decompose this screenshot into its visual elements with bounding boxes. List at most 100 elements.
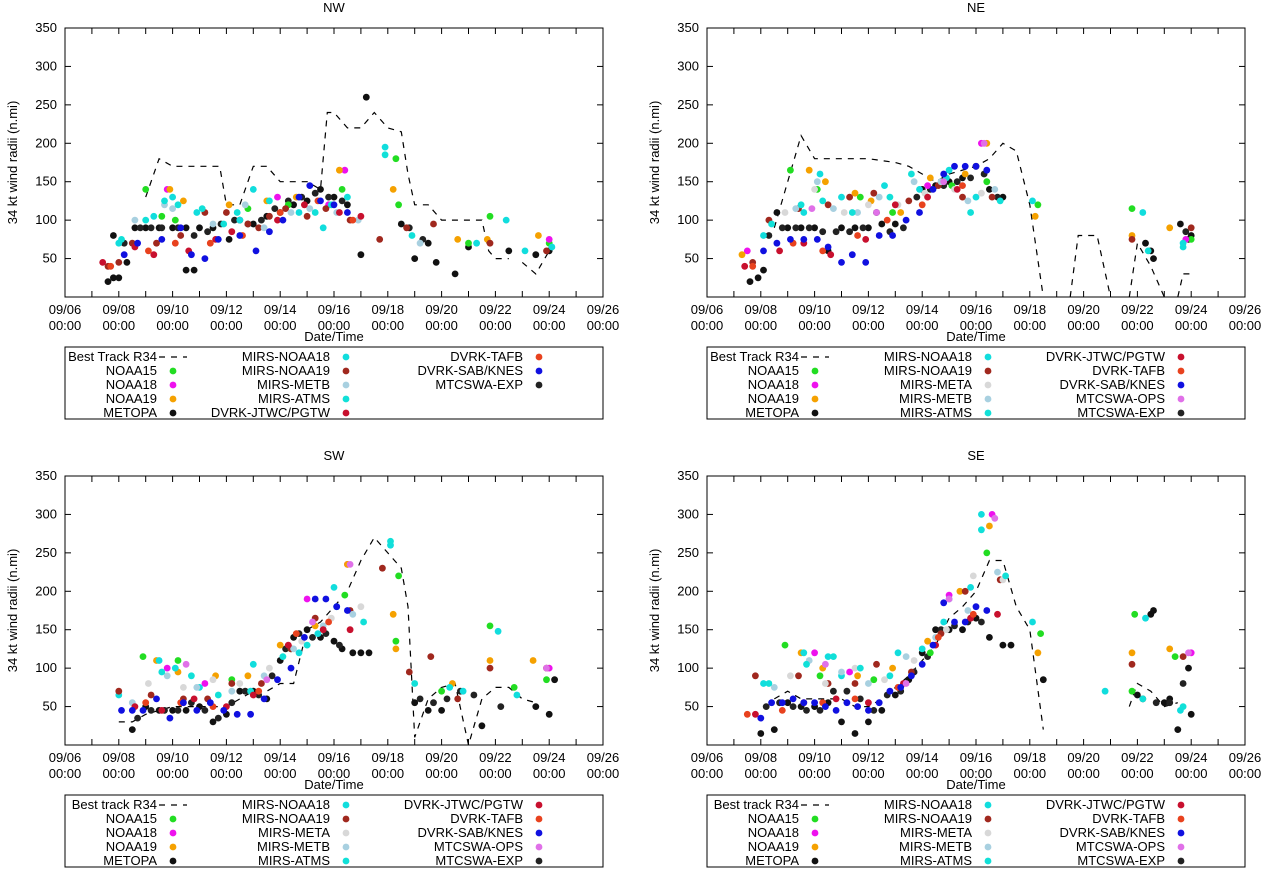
data-point-mirs-atms [446, 684, 454, 691]
x-tick-label-date: 09/26 [587, 302, 620, 317]
data-point-mirs-noaa18 [881, 182, 888, 190]
plot-area [738, 134, 1195, 297]
x-tick-label-time: 00:00 [210, 766, 243, 781]
legend-sample-dot [342, 395, 350, 403]
data-point-noaa19 [961, 170, 969, 178]
data-point-noaa15 [395, 201, 402, 209]
data-point-mirs-noaa19 [403, 224, 410, 232]
legend-sample-dot [535, 801, 543, 809]
data-point-mirs-noaa18 [945, 166, 953, 174]
x-tick-label-time: 00:00 [49, 318, 82, 333]
data-point-dvrk-sab-knes [247, 710, 255, 718]
data-point-mirs-atms [1139, 695, 1147, 703]
data-point-mtcswa-exp [913, 193, 921, 201]
x-tick-label-date: 09/24 [1175, 302, 1208, 317]
data-point-dvrk-sab-knes [260, 695, 268, 703]
plot-area [115, 536, 558, 745]
legend-label: MIRS-NOAA18 [884, 349, 972, 364]
data-point-mirs-noaa18 [494, 627, 502, 635]
data-point-metopa [999, 641, 1007, 649]
x-tick-label-time: 00:00 [318, 766, 351, 781]
data-point-mtcswa-exp [228, 699, 236, 707]
data-point-dvrk-sab-knes [252, 247, 260, 255]
legend-label: DVRK-SAB/KNES [1060, 377, 1166, 392]
legend-label: METOPA [745, 853, 799, 868]
data-point-metopa [505, 247, 513, 255]
x-tick-label-time: 00:00 [372, 318, 405, 333]
data-point-dvrk-sab-knes [233, 710, 241, 718]
data-point-dvrk-sab-knes [322, 595, 330, 603]
data-point-noaa15 [392, 637, 400, 645]
legend-label: NOAA19 [106, 839, 157, 854]
x-tick-label-time: 00:00 [1014, 766, 1047, 781]
data-point-metopa [478, 722, 486, 730]
data-point-metopa [249, 220, 257, 228]
legend-label: NOAA15 [106, 811, 157, 826]
data-point-noaa15 [1034, 201, 1042, 209]
data-point-mirs-metb [169, 205, 177, 213]
data-point-noaa19 [926, 174, 934, 182]
data-point-metopa [424, 707, 432, 714]
data-point-dvrk-sab-knes [139, 707, 147, 714]
data-point-metopa [811, 224, 818, 232]
y-tick-label: 50 [685, 251, 699, 266]
data-point-mirs-metb [910, 178, 918, 186]
data-point-mtcswa-ops [873, 209, 880, 216]
data-point-metopa [225, 236, 233, 243]
data-point-noaa15 [889, 209, 896, 216]
data-point-metopa [411, 255, 419, 262]
data-point-metopa [1007, 641, 1015, 649]
x-tick-label-time: 00:00 [533, 766, 566, 781]
legend-label: MTCSWA-OPS [1076, 839, 1165, 854]
legend-label: MIRS-NOAA19 [884, 363, 972, 378]
best-track-line [774, 559, 1044, 730]
legend-label: MTCSWA-OPS [434, 839, 523, 854]
data-point-dvrk-tafb [325, 618, 332, 626]
legend-sample-dot [811, 395, 819, 403]
legend-sample-dot [811, 843, 819, 851]
legend-sample-dot [342, 829, 350, 837]
data-point-mirs-metb [349, 610, 357, 618]
data-point-noaa15 [395, 572, 402, 580]
data-point-dvrk-sab-knes [773, 239, 781, 247]
data-point-metopa [182, 707, 190, 714]
legend-label: METOPA [103, 853, 157, 868]
data-point-mirs-atms [381, 151, 389, 159]
data-point-mirs-noaa18 [169, 193, 177, 201]
data-point-mirs-meta [266, 664, 273, 672]
data-point-mtcswa-exp [870, 707, 878, 714]
data-point-mirs-noaa18 [824, 653, 832, 660]
data-point-dvrk-sab-knes [201, 255, 209, 262]
data-point-mtcswa-ops [822, 660, 829, 668]
x-tick-label-date: 09/26 [587, 750, 620, 765]
data-point-mirs-meta [978, 189, 985, 197]
legend-label: NOAA19 [748, 391, 799, 406]
data-point-noaa18 [201, 680, 209, 687]
data-point-mirs-atms [344, 193, 351, 201]
data-point-noaa19 [392, 645, 400, 653]
plot-area [99, 93, 556, 285]
data-point-noaa15 [926, 649, 934, 657]
x-tick-label-date: 09/12 [852, 302, 885, 317]
legend-sample-dot [169, 857, 177, 865]
data-point-metopa [891, 220, 899, 228]
legend-label: METOPA [745, 405, 799, 420]
data-point-noaa15 [392, 155, 400, 163]
data-point-mirs-atms [198, 205, 206, 213]
data-point-mirs-metb [287, 209, 295, 216]
x-tick-label-time: 00:00 [745, 766, 778, 781]
data-point-noaa19 [180, 197, 187, 205]
data-point-mirs-metb [792, 205, 800, 213]
chart-title: NE [967, 0, 985, 15]
data-point-mirs-noaa18 [894, 649, 902, 657]
data-point-mtcswa-ops [1185, 649, 1192, 657]
data-point-metopa [784, 699, 792, 707]
data-point-dvrk-jtwc-pgtw [319, 626, 327, 634]
data-point-mtcswa-exp [832, 228, 840, 236]
data-point-dvrk-sab-knes [166, 714, 174, 722]
legend-sample-dot [984, 843, 992, 851]
data-point-mirs-noaa19 [1187, 224, 1195, 232]
data-point-dvrk-sab-knes [180, 699, 187, 707]
y-tick-label: 50 [43, 699, 57, 714]
legend-label: Best track R34 [714, 797, 799, 812]
